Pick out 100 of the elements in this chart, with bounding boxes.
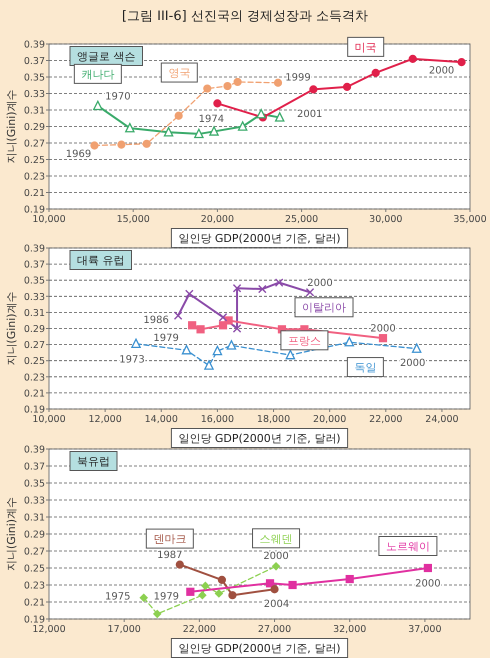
series-label: 이탈리아	[302, 301, 346, 314]
annotation: 2004	[264, 598, 290, 610]
annotation: 1987	[157, 550, 183, 562]
point	[93, 100, 103, 110]
y-tick-label: 0.25	[24, 155, 45, 166]
y-tick-label: 0.37	[24, 462, 45, 472]
point	[125, 122, 135, 132]
point	[270, 585, 279, 594]
point	[424, 564, 432, 572]
x-tick-label: 10,000	[32, 214, 66, 225]
point	[342, 82, 352, 91]
point	[209, 126, 219, 136]
annotation: 1973	[119, 354, 145, 366]
annotation: 2000	[400, 358, 426, 370]
y-tick-label: 0.39	[24, 444, 45, 456]
x-tick-label: 35,000	[453, 214, 487, 225]
series-label: 영국	[168, 66, 190, 80]
y-tick-label: 0.23	[24, 172, 45, 182]
x-axis-title: 일인당 GDP(2000년 기준, 달러)	[178, 642, 341, 655]
y-tick-label: 0.19	[24, 614, 45, 626]
y-tick-label: 0.33	[24, 292, 45, 303]
y-tick-label: 0.19	[24, 204, 45, 216]
point	[176, 560, 184, 569]
y-tick-label: 0.25	[24, 564, 45, 574]
point	[258, 284, 267, 294]
text: 북유럽	[77, 454, 110, 468]
point	[457, 58, 466, 66]
y-tick-label: 0.27	[24, 340, 45, 352]
point	[344, 336, 354, 346]
point	[188, 321, 196, 330]
point	[186, 588, 194, 596]
annotation: 1974	[198, 114, 224, 125]
y-tick-label: 0.21	[24, 188, 45, 199]
y-tick-label: 0.27	[24, 138, 45, 150]
annotation: 2000	[415, 578, 441, 590]
point	[131, 338, 141, 348]
point	[286, 350, 296, 360]
y-tick-label: 0.29	[24, 324, 45, 335]
annotation: 2000	[307, 278, 333, 289]
point	[203, 84, 212, 93]
y-axis-title: 지니(Gini)계수	[5, 496, 18, 572]
annotation: 2000	[428, 66, 454, 77]
y-tick-label: 0.35	[24, 72, 45, 84]
y-tick-label: 0.23	[24, 580, 45, 592]
x-tick-label: 24,000	[425, 414, 459, 425]
x-tick-label: 15,000	[116, 214, 150, 225]
point	[140, 594, 148, 602]
annotation: 2000	[370, 324, 396, 335]
annotation: 1986	[143, 315, 169, 326]
series-label: 노르웨이	[386, 540, 430, 553]
point	[90, 141, 99, 150]
y-axis-title: 지니(Gini)계수	[5, 291, 18, 366]
x-tick-label: 22,000	[369, 414, 402, 425]
point	[185, 290, 194, 298]
y-tick-label: 0.33	[24, 89, 45, 100]
y-tick-label: 0.19	[24, 404, 45, 416]
x-tick-label: 32,000	[333, 624, 366, 635]
x-axis-title: 일인당 GDP(2000년 기준, 달러)	[178, 232, 341, 245]
point	[234, 78, 242, 86]
point	[204, 360, 214, 370]
point	[372, 68, 380, 77]
point	[306, 288, 314, 297]
y-tick-label: 0.27	[24, 546, 45, 558]
x-tick-label: 27,000	[258, 624, 292, 635]
point	[174, 112, 183, 120]
y-tick-label: 0.39	[24, 40, 45, 50]
x-tick-label: 16,000	[200, 414, 234, 425]
x-tick-label: 22,000	[182, 624, 216, 635]
point	[232, 284, 242, 293]
point	[226, 340, 236, 350]
point	[238, 121, 248, 131]
y-axis-title: 지니(Gini)계수	[5, 89, 18, 164]
annotation: 1975	[105, 591, 130, 602]
point	[153, 610, 162, 618]
x-tick-label: 12,000	[32, 624, 66, 635]
x-tick-label: 14,000	[144, 414, 178, 425]
point	[174, 311, 182, 320]
series-label: 미국	[354, 40, 377, 54]
point	[117, 140, 126, 149]
annotation: 2001	[296, 108, 322, 120]
text: 스웨덴	[260, 532, 293, 546]
point	[272, 562, 280, 570]
y-tick-label: 0.31	[24, 512, 45, 524]
point	[288, 580, 297, 590]
point	[274, 112, 284, 122]
x-tick-label: 12,000	[88, 414, 122, 425]
point	[346, 574, 354, 584]
point	[198, 591, 206, 600]
x-tick-label: 10,000	[32, 414, 66, 425]
point	[218, 312, 228, 322]
x-axis-title: 일인당 GDP(2000년 기준, 달러)	[178, 432, 341, 445]
annotation: 1979	[154, 591, 180, 602]
text: 캐나다	[81, 68, 114, 81]
text: 대륙 유럽	[77, 254, 124, 267]
point	[164, 127, 174, 137]
annotation: 1999	[285, 72, 311, 84]
annotation: 2000	[263, 550, 289, 562]
text: 앵글로 색슨	[77, 50, 136, 63]
point	[232, 324, 242, 333]
annotation: 1969	[66, 148, 92, 160]
